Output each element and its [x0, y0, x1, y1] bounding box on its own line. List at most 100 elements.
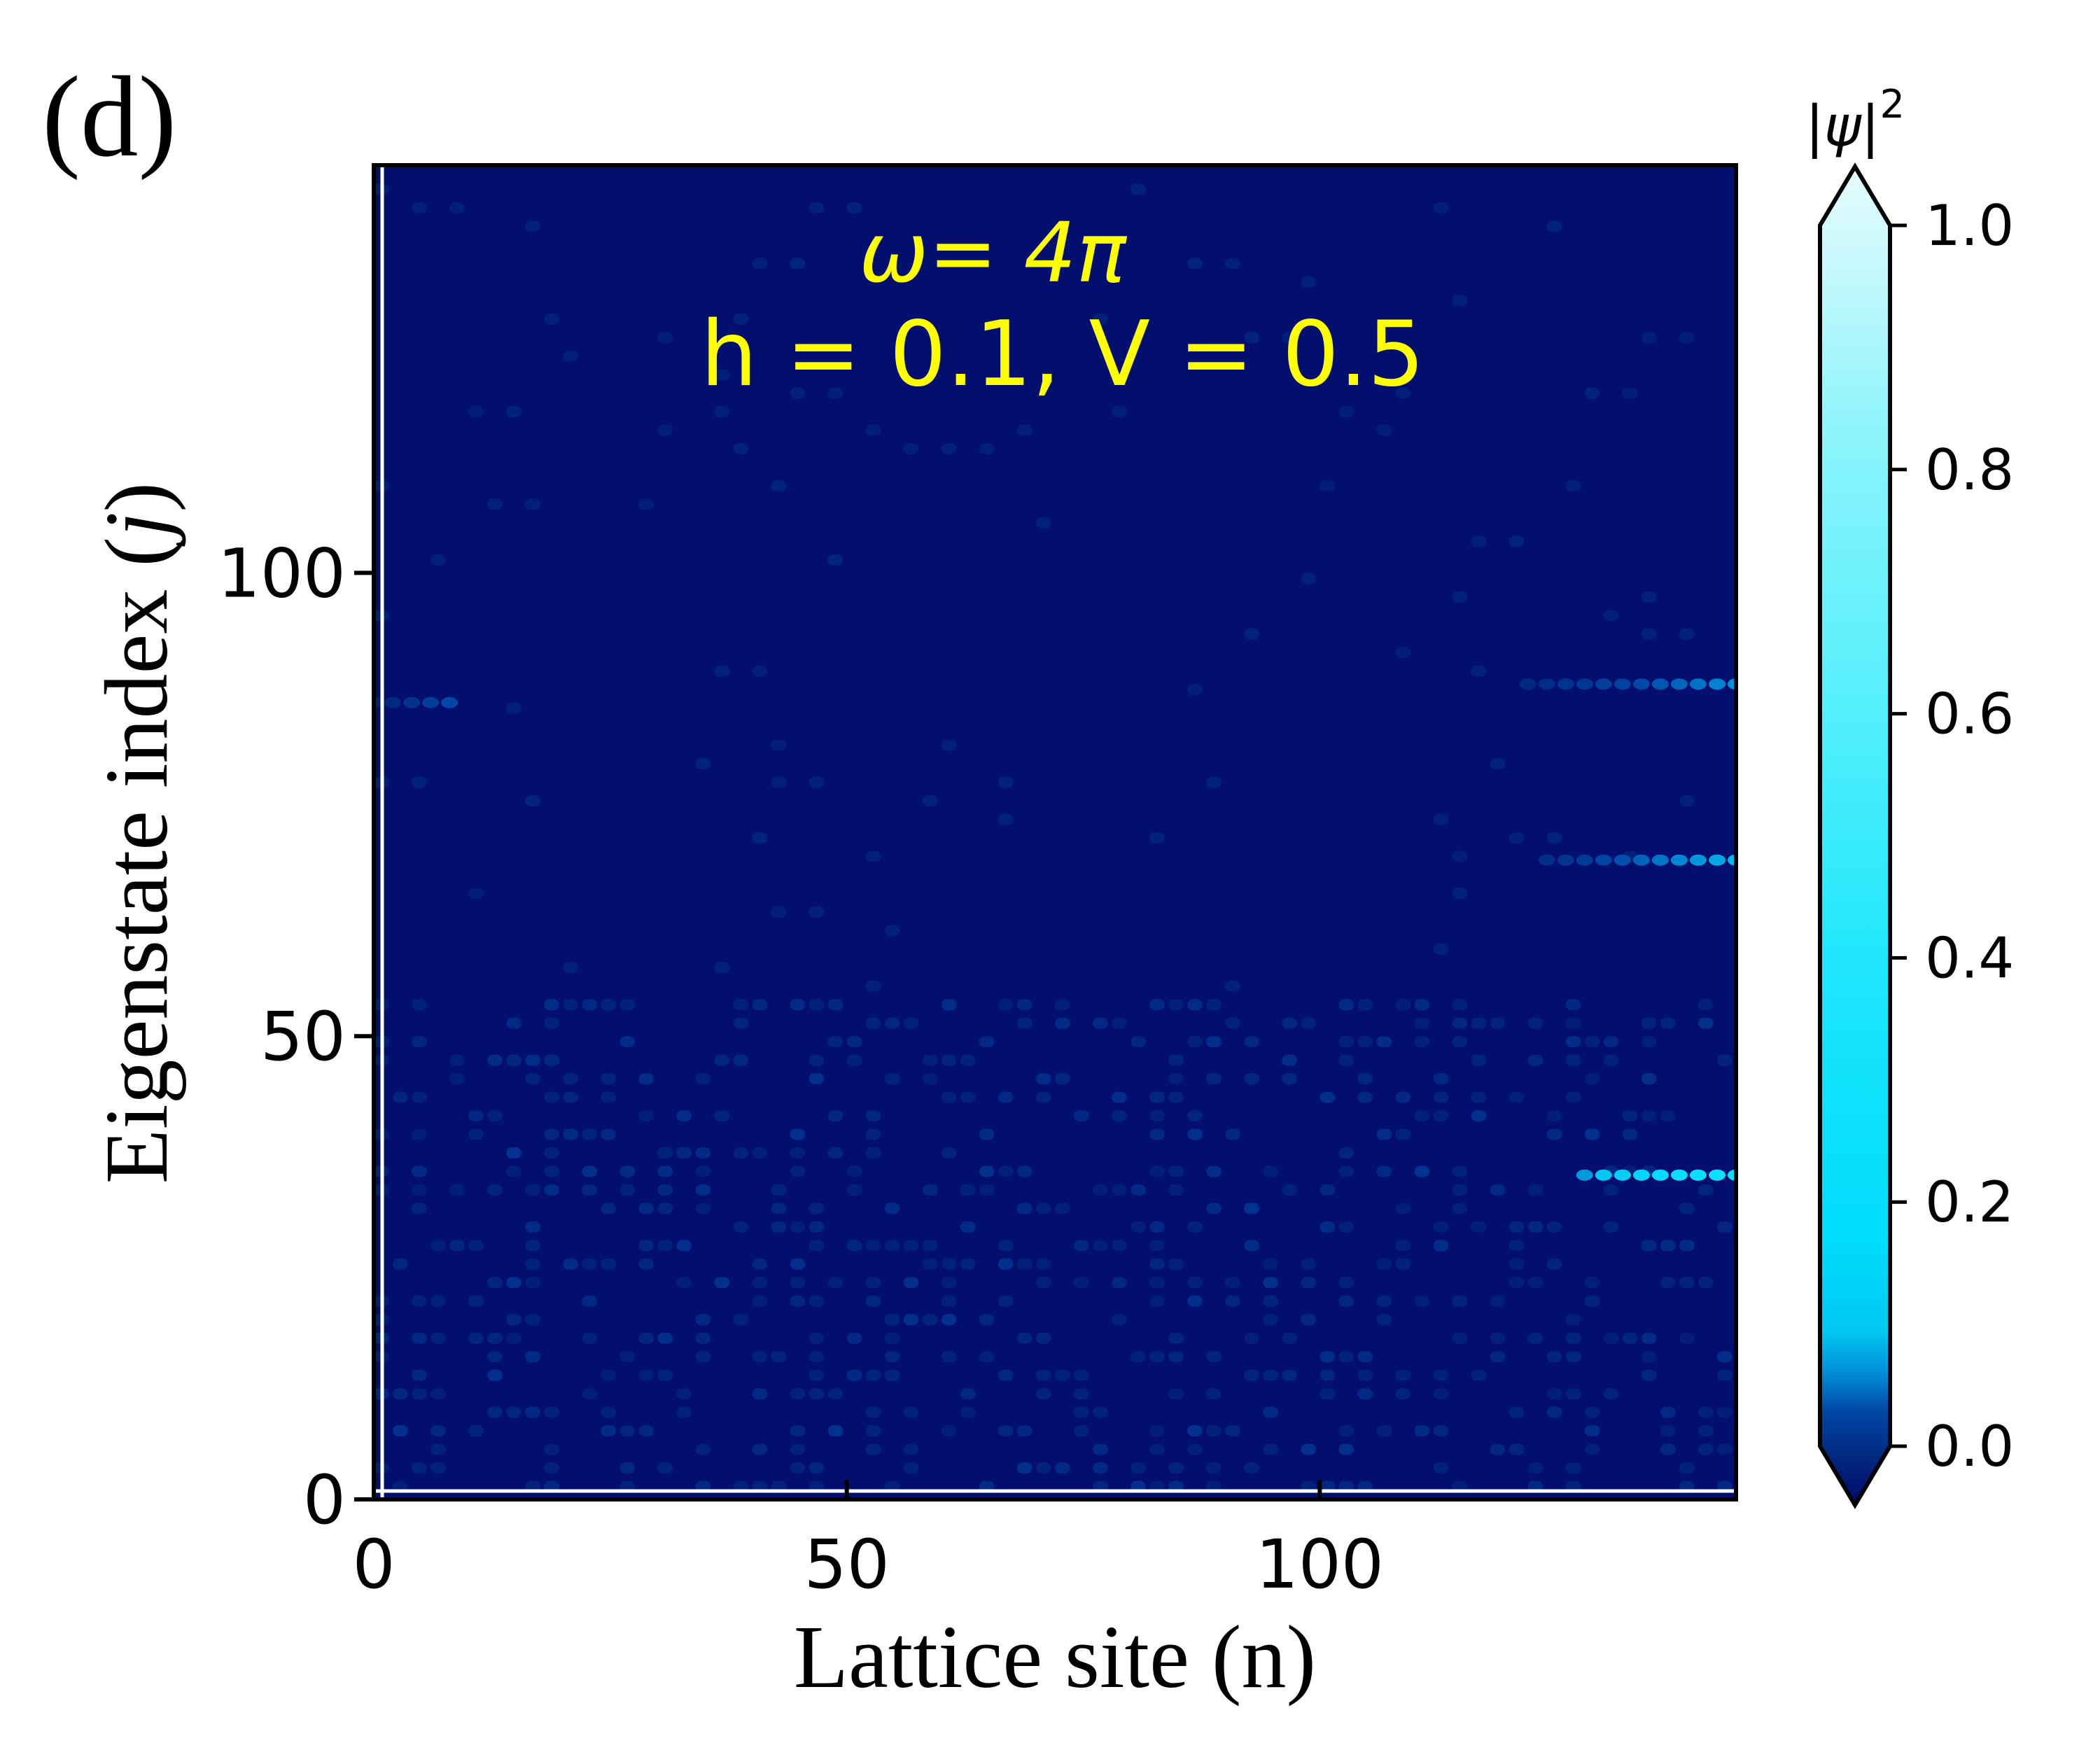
heatmap-cell — [1546, 1128, 1562, 1140]
heatmap-cell — [1490, 1017, 1506, 1029]
heatmap-cell — [1433, 1425, 1449, 1436]
heatmap-cell — [1149, 1443, 1165, 1455]
heatmap-cell — [563, 350, 578, 362]
heatmap-cell — [790, 999, 806, 1011]
heatmap-cell — [997, 1425, 1014, 1436]
heatmap-cell — [1338, 1480, 1354, 1492]
heatmap-streak-point — [1614, 854, 1631, 866]
heatmap-cell — [1074, 1240, 1089, 1252]
heatmap-cell — [1414, 999, 1430, 1011]
heatmap-cell — [1016, 1166, 1032, 1177]
heatmap-cell — [468, 1110, 484, 1121]
heatmap-cell — [1187, 1425, 1203, 1436]
heatmap-cell — [1357, 1073, 1373, 1084]
heatmap-cell — [733, 1221, 749, 1233]
heatmap-cell — [1641, 1240, 1657, 1252]
heatmap-cell — [1660, 1406, 1676, 1418]
heatmap-cell — [808, 999, 825, 1011]
heatmap-cell — [468, 1332, 484, 1344]
heatmap-cell — [865, 850, 881, 862]
heatmap-cell — [1414, 1295, 1430, 1307]
heatmap-cell — [1527, 1221, 1544, 1233]
heatmap-cell — [1641, 591, 1657, 603]
heatmap-cell — [865, 1425, 881, 1436]
heatmap-cell — [1016, 1332, 1032, 1344]
heatmap-cell — [412, 1295, 427, 1307]
heatmap-cell — [1452, 888, 1468, 899]
heatmap-cell — [1357, 999, 1373, 1011]
heatmap-cell — [1206, 1166, 1222, 1177]
heatmap-cell — [1527, 1332, 1544, 1344]
heatmap-cell — [808, 1462, 825, 1474]
heatmap-cell — [1452, 1036, 1468, 1048]
heatmap-cell — [1093, 1480, 1108, 1492]
heatmap-cell — [1717, 1443, 1732, 1455]
heatmap-cell — [808, 1332, 825, 1344]
heatmap-cell — [1527, 1054, 1544, 1066]
heatmap-cell — [1433, 813, 1449, 825]
heatmap-cell — [846, 1332, 862, 1344]
heatmap-cell — [638, 1240, 654, 1252]
heatmap-cell — [1679, 1203, 1695, 1214]
heatmap-cell — [412, 1462, 427, 1474]
heatmap-cell — [638, 1203, 654, 1214]
heatmap-streak-point — [1632, 1169, 1650, 1181]
heatmap-cell — [695, 1184, 711, 1196]
heatmap-cell — [1093, 1462, 1108, 1474]
heatmap-cell — [563, 1091, 578, 1103]
heatmap-cell — [752, 258, 768, 270]
heatmap-cell — [601, 1258, 616, 1270]
heatmap-cell — [695, 758, 711, 769]
heatmap-cell — [733, 1054, 749, 1066]
heatmap-cell — [1357, 1369, 1373, 1381]
heatmap-cell — [657, 1462, 673, 1474]
heatmap-cell — [1641, 1351, 1657, 1363]
heatmap-cell — [714, 1110, 730, 1121]
heatmap-cell — [430, 1388, 446, 1400]
heatmap-cell — [846, 1054, 862, 1066]
heatmap-cell — [884, 925, 900, 937]
heatmap-cell — [1584, 1295, 1600, 1307]
heatmap-cell — [1112, 1240, 1127, 1252]
heatmap-cell — [487, 1110, 503, 1121]
heatmap-cell — [1433, 1091, 1449, 1103]
heatmap-cell — [808, 1054, 825, 1066]
heatmap-cell — [1187, 1221, 1203, 1233]
heatmap-cell — [827, 554, 844, 566]
heatmap-cell — [960, 1054, 976, 1066]
heatmap-cell — [1565, 1036, 1581, 1048]
heatmap-cell — [1130, 1184, 1146, 1196]
heatmap-streak-point — [1632, 678, 1650, 690]
heatmap-cell — [638, 1425, 654, 1436]
heatmap-cell — [1244, 1369, 1259, 1381]
heatmap-cell — [638, 1258, 654, 1270]
heatmap-cell — [506, 406, 522, 417]
heatmap-cell — [1546, 220, 1562, 232]
heatmap-cell — [997, 1240, 1014, 1252]
heatmap-cell — [430, 1425, 446, 1436]
heatmap-cell — [790, 1425, 806, 1436]
heatmap-cell — [1660, 1110, 1676, 1121]
heatmap-cell — [1698, 1184, 1714, 1196]
x-tick-label: 50 — [804, 1525, 890, 1604]
heatmap-cell — [752, 1443, 768, 1455]
colorbar-label: |ψ|2 — [1805, 82, 1905, 160]
heatmap-cell — [1036, 1388, 1051, 1400]
heatmap-cell — [1622, 387, 1638, 399]
heatmap-cell — [1149, 1425, 1165, 1436]
heatmap-cell — [1679, 332, 1695, 344]
heatmap-streak-point — [1689, 854, 1707, 866]
heatmap-cell — [1130, 1036, 1146, 1048]
heatmap-cell — [1433, 1073, 1449, 1084]
heatmap-cell — [1660, 1240, 1676, 1252]
heatmap-cell — [1584, 1277, 1600, 1289]
heatmap-cell — [808, 776, 825, 788]
heatmap-cell — [1016, 1425, 1032, 1436]
heatmap-cell — [941, 443, 957, 454]
heatmap-cell — [1698, 1277, 1714, 1289]
heatmap-cell — [771, 739, 787, 751]
heatmap-cell — [790, 1443, 806, 1455]
heatmap-cell — [506, 1332, 522, 1344]
heatmap-cell — [771, 1351, 787, 1363]
heatmap-cell — [1395, 1258, 1411, 1270]
